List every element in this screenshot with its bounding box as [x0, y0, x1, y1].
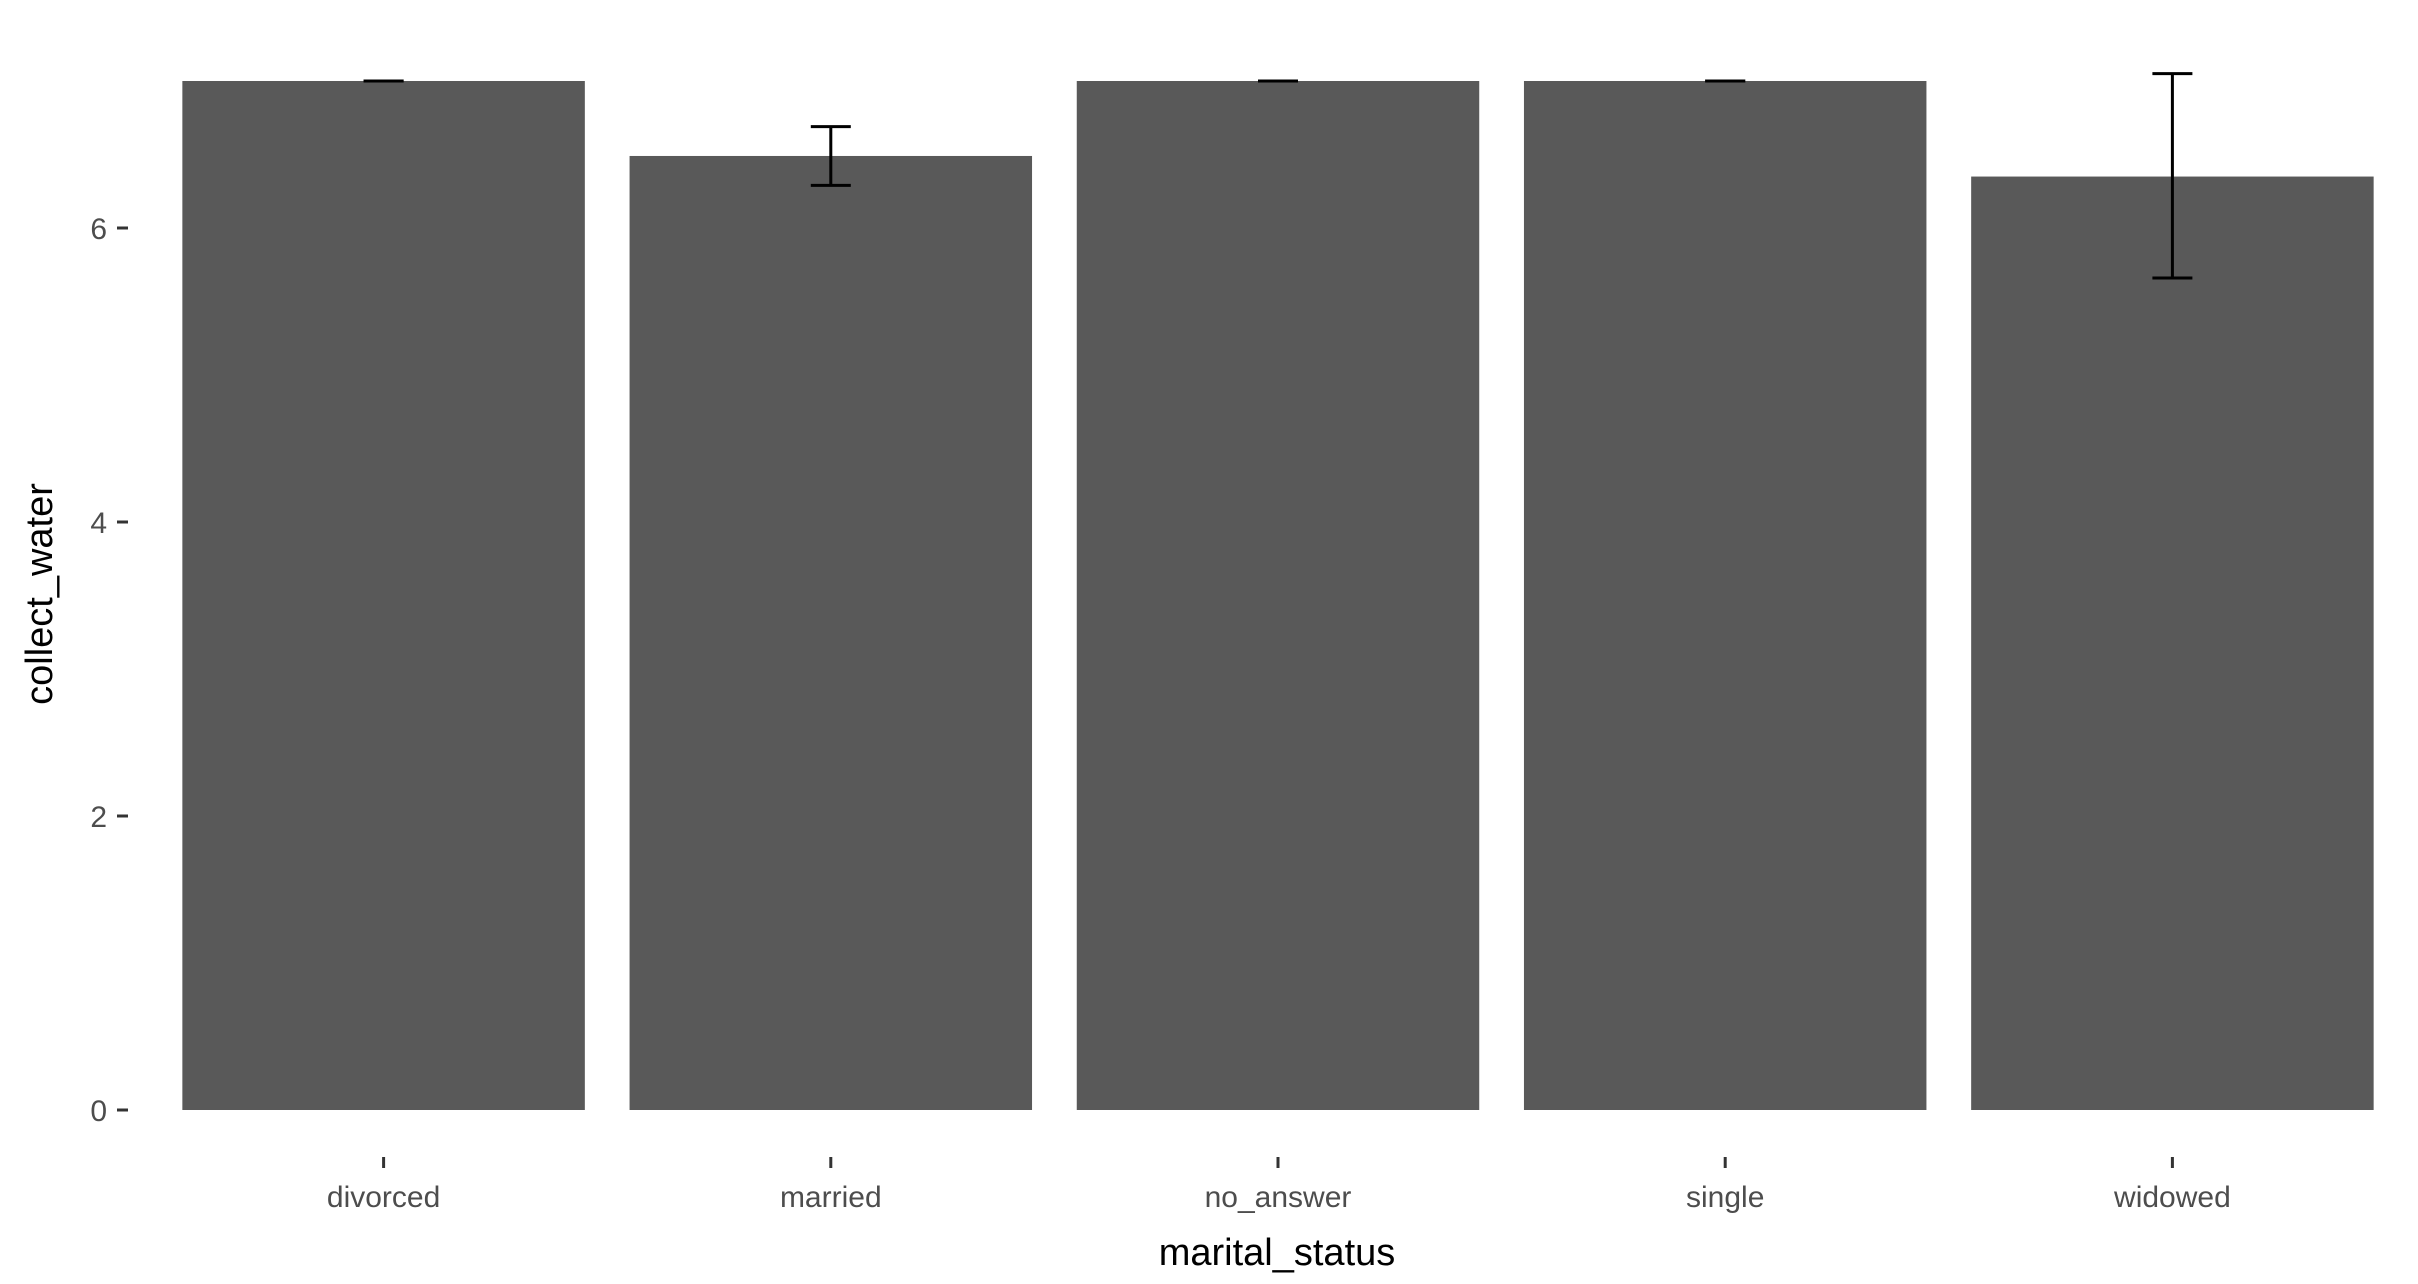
x-tick-label-single: single — [1686, 1181, 1764, 1214]
y-tick-label-4: 4 — [90, 507, 107, 540]
bars-layer — [182, 81, 2374, 1111]
y-axis-title: collect_water — [19, 483, 61, 705]
x-tick-label-divorced: divorced — [327, 1181, 440, 1214]
bar-no_answer — [1076, 81, 1480, 1110]
y-tick-label-2: 2 — [90, 801, 107, 834]
bar-single — [1523, 81, 1927, 1110]
bar-widowed — [1971, 176, 2374, 1111]
x-tick-label-married: married — [780, 1181, 882, 1214]
y-tick-label-6: 6 — [90, 213, 107, 246]
y-tick-label-0: 0 — [90, 1095, 107, 1128]
x-axis: divorced married no_answer single widowed — [327, 1157, 2231, 1214]
bar-married — [629, 155, 1033, 1111]
error-bars-layer — [363, 72, 2193, 280]
error-bar-widowed — [2152, 72, 2193, 280]
x-tick-label-no_answer: no_answer — [1205, 1181, 1352, 1214]
x-axis-title: marital_status — [1159, 1232, 1396, 1274]
y-axis: 0 2 4 6 — [90, 213, 128, 1128]
x-tick-label-widowed: widowed — [2113, 1181, 2231, 1214]
bar-divorced — [182, 81, 585, 1110]
error-bar-married — [810, 125, 851, 187]
